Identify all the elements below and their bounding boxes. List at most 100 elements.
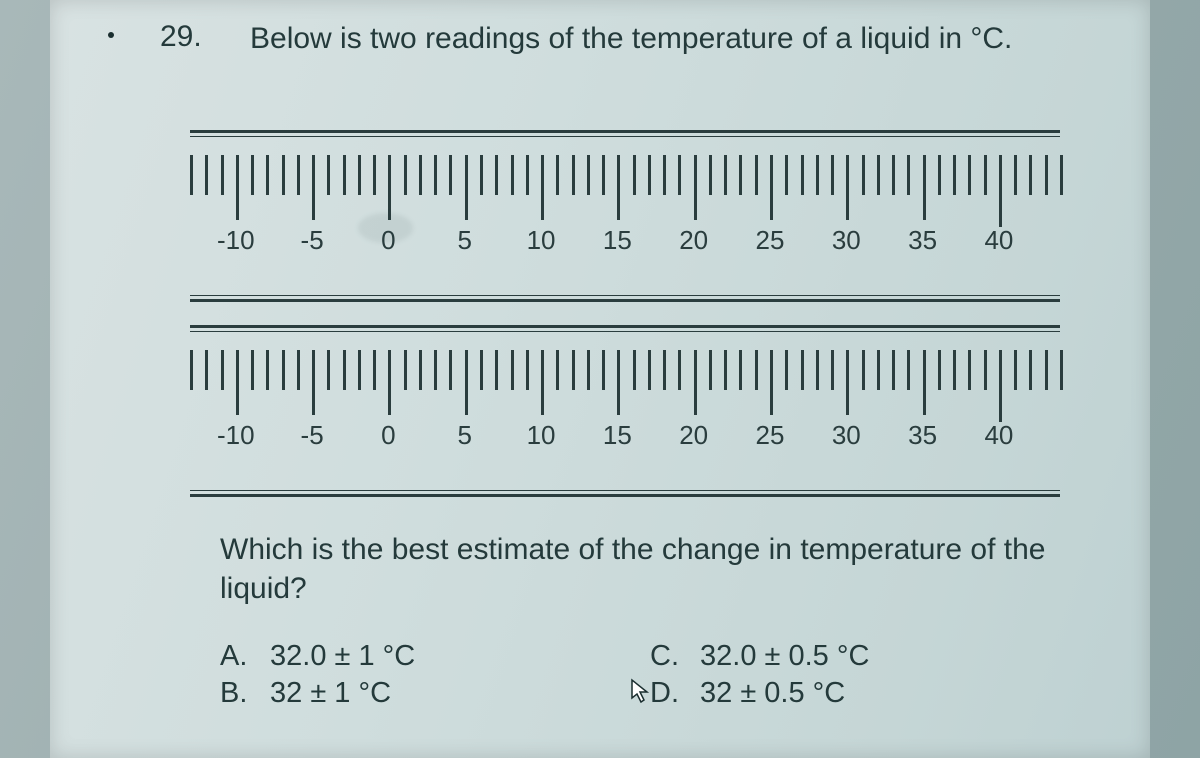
tick — [846, 350, 849, 415]
tick-label: 40 — [984, 420, 1013, 451]
tick — [221, 350, 224, 390]
tick — [953, 350, 956, 390]
ruler1-bottom-rule — [190, 295, 1060, 302]
tick-label: -10 — [217, 420, 255, 451]
option-letter: A. — [220, 640, 270, 673]
tick — [511, 350, 514, 390]
tick — [449, 350, 452, 390]
tick — [327, 350, 330, 390]
tick — [663, 350, 666, 390]
tick — [480, 155, 483, 195]
tick-label: 35 — [908, 225, 937, 256]
option-c[interactable]: C. 32.0 ± 0.5 °C — [650, 640, 869, 673]
tick-label: 20 — [679, 225, 708, 256]
tick — [785, 350, 788, 390]
tick — [862, 350, 865, 390]
tick — [602, 155, 605, 195]
tick — [892, 155, 895, 195]
tick — [831, 155, 834, 195]
tick — [877, 350, 880, 390]
tick — [999, 350, 1002, 422]
tick-label: -5 — [301, 225, 324, 256]
tick — [251, 350, 254, 390]
tick — [388, 155, 391, 220]
tick — [938, 155, 941, 195]
tick — [892, 350, 895, 390]
tick — [968, 155, 971, 195]
tick — [282, 155, 285, 195]
option-text: 32 ± 0.5 °C — [700, 677, 845, 710]
worksheet-sheet: 29. Below is two readings of the tempera… — [50, 0, 1150, 758]
tick — [465, 350, 468, 415]
tick — [984, 350, 987, 390]
tick — [236, 350, 239, 415]
tick — [297, 350, 300, 390]
tick-label: 30 — [832, 420, 861, 451]
tick-label: 30 — [832, 225, 861, 256]
tick — [526, 155, 529, 195]
option-text: 32.0 ± 1 °C — [270, 640, 415, 673]
tick — [480, 350, 483, 390]
tick — [1014, 350, 1017, 390]
option-text: 32.0 ± 0.5 °C — [700, 640, 869, 673]
tick — [266, 155, 269, 195]
tick — [358, 350, 361, 390]
tick-label: 25 — [756, 420, 785, 451]
tick — [709, 350, 712, 390]
tick — [297, 155, 300, 195]
tick — [724, 350, 727, 390]
tick — [923, 155, 926, 220]
tick-label: 15 — [603, 420, 632, 451]
tick — [404, 155, 407, 195]
tick — [312, 155, 315, 220]
tick — [846, 155, 849, 220]
tick-label: 5 — [458, 225, 472, 256]
ruler2-bottom-rule — [190, 490, 1060, 497]
tick — [190, 350, 193, 390]
tick — [816, 350, 819, 390]
tick — [343, 155, 346, 195]
tick — [236, 155, 239, 220]
tick — [221, 155, 224, 195]
pencil-smudge — [358, 213, 413, 243]
option-d[interactable]: D. 32 ± 0.5 °C — [650, 677, 845, 710]
thermometer-reading-2: -10-50510152025303540 — [190, 350, 1060, 500]
tick-label: 20 — [679, 420, 708, 451]
tick — [953, 155, 956, 195]
tick — [312, 350, 315, 415]
ruler1-top-rule — [190, 130, 1060, 137]
tick — [663, 155, 666, 195]
tick — [633, 155, 636, 195]
option-letter: C. — [650, 640, 700, 673]
bullet-dot — [108, 32, 114, 38]
tick — [373, 350, 376, 390]
tick — [999, 155, 1002, 227]
tick — [419, 155, 422, 195]
tick — [801, 350, 804, 390]
tick — [327, 155, 330, 195]
tick — [602, 350, 605, 390]
question-number: 29. — [160, 20, 202, 54]
tick — [1060, 155, 1063, 195]
tick — [511, 155, 514, 195]
prompt-text: Which is the best estimate of the change… — [220, 530, 1100, 608]
thermometer-reading-1: -10-50510152025303540 — [190, 155, 1060, 305]
tick — [770, 155, 773, 220]
tick — [404, 350, 407, 390]
tick — [694, 155, 697, 220]
option-a[interactable]: A. 32.0 ± 1 °C — [220, 640, 650, 673]
tick — [648, 350, 651, 390]
tick — [907, 155, 910, 195]
tick — [1045, 155, 1048, 195]
tick — [587, 155, 590, 195]
tick — [541, 155, 544, 220]
tick — [449, 155, 452, 195]
tick — [587, 350, 590, 390]
tick — [648, 155, 651, 195]
tick — [862, 155, 865, 195]
tick — [755, 350, 758, 390]
tick — [251, 155, 254, 195]
option-b[interactable]: B. 32 ± 1 °C — [220, 677, 650, 710]
tick — [1045, 350, 1048, 390]
tick — [388, 350, 391, 415]
